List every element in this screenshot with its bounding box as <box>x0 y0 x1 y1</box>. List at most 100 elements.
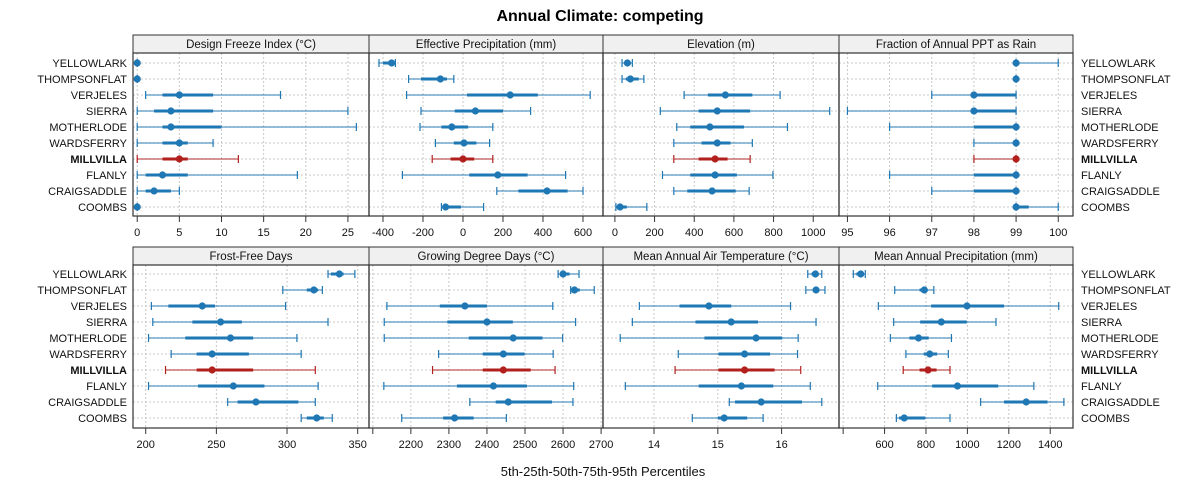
median-point <box>448 123 456 131</box>
interval-wardsferry <box>973 139 1020 147</box>
row-label-left: COOMBS <box>78 413 127 425</box>
median-point <box>489 382 498 390</box>
interval-millvilla <box>164 366 316 374</box>
interval-yellowlark <box>133 59 141 67</box>
row-label-left: SIERRA <box>86 106 128 118</box>
median-point <box>175 91 183 99</box>
x-tick-label: 95 <box>841 227 853 239</box>
median-point <box>208 366 216 374</box>
interval-yellowlark <box>378 59 396 67</box>
interval-sierra <box>659 107 831 115</box>
interval-wardsferry <box>434 139 491 147</box>
interval-flanly <box>136 171 298 179</box>
median-point <box>559 270 567 278</box>
interval-thompsonflat <box>805 286 826 294</box>
row-label-right: MOTHERLODE <box>1081 333 1159 345</box>
row-label-right: MILLVILLA <box>1081 154 1138 166</box>
x-tick-label: 200 <box>137 439 155 451</box>
row-label-right: THOMPSONFLAT <box>1081 285 1171 297</box>
x-tick-label: -200 <box>412 227 434 239</box>
median-point <box>1012 187 1020 195</box>
panel-frame <box>368 264 604 429</box>
interval-sierra <box>383 318 577 326</box>
median-point <box>616 203 624 211</box>
interval-coombs <box>1012 203 1059 211</box>
interval-yellowlark <box>852 270 866 278</box>
median-point <box>721 91 729 99</box>
x-tick-label: -400 <box>372 227 394 239</box>
row-label-right: SIERRA <box>1081 106 1123 118</box>
interval-wardsferry <box>673 139 753 147</box>
median-point <box>924 366 932 374</box>
median-point <box>711 155 719 163</box>
median-point <box>133 203 141 211</box>
panel-0: Design Freeze Index (°C) 0 5 10 15 20 25 <box>132 34 370 239</box>
panel-frame <box>132 264 370 429</box>
row-label-left: MOTHERLODE <box>49 333 127 345</box>
interval-motherlode <box>619 334 799 342</box>
panel-title: Mean Annual Air Temperature (°C) <box>633 251 808 263</box>
median-point <box>499 366 507 374</box>
panel-frame <box>602 264 840 429</box>
interval-yellowlark <box>807 270 823 278</box>
interval-coombs <box>133 203 141 211</box>
x-tick-label: 5 <box>176 227 182 239</box>
interval-verjeles <box>145 91 282 99</box>
median-point <box>483 318 491 326</box>
interval-verjeles <box>931 91 1017 99</box>
row-label-right: SIERRA <box>1081 317 1123 329</box>
x-tick-label: 14 <box>648 439 660 451</box>
median-point <box>509 334 517 342</box>
x-tick-label: 20 <box>300 227 312 239</box>
interval-thompsonflat <box>894 286 935 294</box>
row-label-left: WARDSFERRY <box>49 138 127 150</box>
median-point <box>926 350 934 358</box>
x-tick-label: 1000 <box>955 439 979 451</box>
interval-sierra <box>420 107 532 115</box>
median-point <box>900 414 908 422</box>
interval-flanly <box>661 171 774 179</box>
interval-craigsaddle <box>673 187 750 195</box>
interval-coombs <box>440 203 485 211</box>
row-label-right: COOMBS <box>1081 202 1130 214</box>
x-tick-label: 96 <box>883 227 895 239</box>
interval-verjeles <box>406 91 591 99</box>
x-tick-label: 600 <box>725 227 743 239</box>
median-point <box>937 318 945 326</box>
median-point <box>208 350 216 358</box>
x-tick-label: 0 <box>612 227 618 239</box>
row-label-right: CRAIGSADDLE <box>1081 186 1160 198</box>
median-point <box>436 75 444 83</box>
median-point <box>727 318 735 326</box>
row-label-left: WARDSFERRY <box>49 349 127 361</box>
panel-3: Fraction of Annual PPT as Rain 95 96 97 98 99… <box>838 34 1074 239</box>
interval-thompsonflat <box>133 75 141 83</box>
interval-craigsaddle <box>136 187 180 195</box>
x-tick-label: 200 <box>645 227 663 239</box>
median-point <box>706 123 714 131</box>
interval-sierra <box>136 107 349 115</box>
x-tick-label: 800 <box>917 439 935 451</box>
x-tick-label: 15 <box>258 227 270 239</box>
x-tick-label: 2600 <box>551 439 575 451</box>
median-point <box>1022 398 1030 406</box>
median-point <box>737 382 746 390</box>
interval-millvilla <box>431 366 556 374</box>
median-point <box>471 107 479 115</box>
median-point <box>335 270 343 278</box>
median-point <box>150 187 158 195</box>
median-point <box>713 139 721 147</box>
median-point <box>757 398 765 406</box>
interval-sierra <box>893 318 997 326</box>
median-point <box>705 302 713 310</box>
interval-wardsferry <box>136 139 214 147</box>
median-point <box>217 318 225 326</box>
interval-motherlode <box>888 123 1020 131</box>
panel-title: Frost-Free Days <box>209 251 292 263</box>
interval-flanly <box>888 171 1020 179</box>
interval-yellowlark <box>1012 59 1059 67</box>
x-tick-label: 25 <box>342 227 354 239</box>
interval-motherlode <box>889 334 953 342</box>
interval-flanly <box>624 382 811 390</box>
